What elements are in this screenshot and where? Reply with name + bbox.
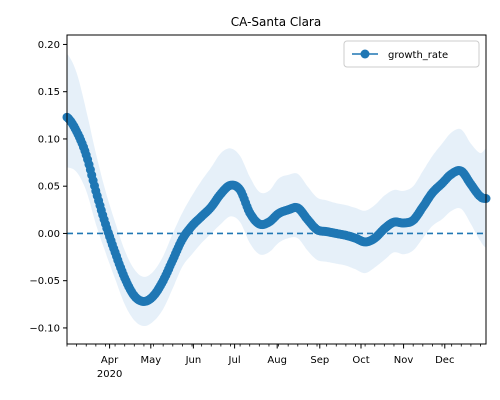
x-tick-label: Oct: [352, 355, 369, 366]
legend-box: [343, 40, 480, 68]
legend-label: growth_rate: [388, 50, 448, 61]
y-tick-label: −0.10: [29, 323, 60, 334]
axes: −0.10 −0.05 0.00 0.05 0.10 0.15 0.20 Apr 2020 May…: [29, 34, 487, 380]
y-tick-label: −0.05: [29, 276, 60, 287]
axes-frame: [66, 34, 487, 345]
y-tick-label: 0.15: [38, 87, 60, 98]
legend-marker-swatch: [360, 49, 370, 59]
y-tick-label: 0.20: [38, 40, 60, 51]
chart-title: CA-Santa Clara: [231, 15, 321, 29]
y-tick-label: 0.00: [38, 229, 60, 240]
x-tick-label: Dec: [435, 355, 454, 366]
legend: growth_rate: [343, 40, 480, 68]
x-tick-label: Apr: [101, 355, 119, 366]
x-tick-sublabel: 2020: [97, 369, 122, 380]
x-tick-label: Aug: [267, 355, 287, 366]
x-tick-label: Jul: [228, 355, 241, 366]
x-tick-label: Sep: [310, 355, 329, 366]
plot-area: [62, 53, 491, 327]
x-tick-label: Jun: [185, 355, 202, 366]
y-tick-label: 0.10: [38, 134, 60, 145]
x-tick-label: Nov: [394, 355, 414, 366]
x-tick-label: May: [140, 355, 161, 366]
y-tick-label: 0.05: [38, 182, 60, 193]
